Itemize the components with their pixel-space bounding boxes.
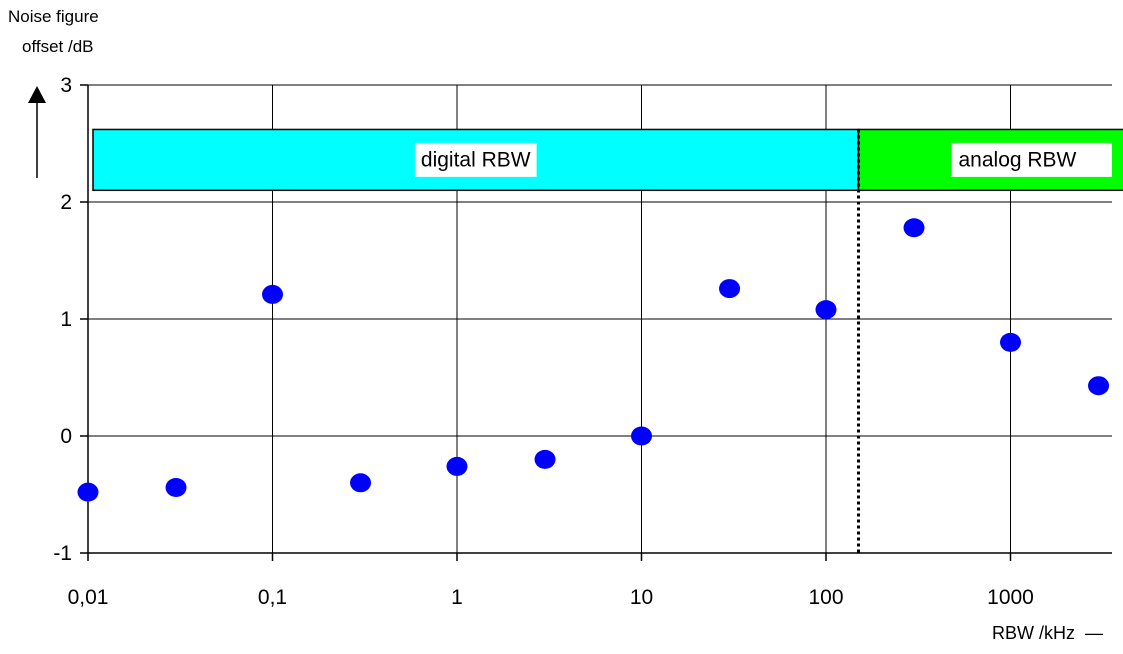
x-tick-label: 1 xyxy=(451,586,463,609)
data-point xyxy=(903,218,925,238)
data-point xyxy=(815,300,837,320)
data-point xyxy=(719,279,741,299)
data-point xyxy=(1000,332,1021,352)
data-point xyxy=(350,473,372,493)
digital-rbw-label: digital RBW xyxy=(421,148,531,171)
x-axis-title-text: RBW /kHz xyxy=(991,623,1075,643)
rbw-bands: digital RBW analog RBW xyxy=(92,128,1123,553)
x-tick-label: 10 xyxy=(630,586,653,609)
y-tick-label: 1 xyxy=(60,308,72,331)
y-tick-label: 3 xyxy=(60,74,72,97)
x-axis-arrow: — xyxy=(1079,623,1103,643)
data-point xyxy=(534,449,556,469)
tick-labels: -1 0 1 2 3 0,01 0,1 1 10 100 1000 xyxy=(53,74,1034,609)
x-tick-label: 1000 xyxy=(987,586,1034,609)
x-tick-label: 100 xyxy=(808,586,843,609)
data-point xyxy=(165,477,187,497)
data-points xyxy=(77,218,1110,502)
x-tick-label: 0,01 xyxy=(68,586,109,609)
digital-rbw-label-box xyxy=(414,142,537,177)
y-axis-arrow-head xyxy=(28,86,46,103)
y-axis-title-line1: Noise figure xyxy=(8,7,99,26)
y-tick-label: 2 xyxy=(60,191,72,214)
analog-rbw-label-box xyxy=(951,142,1112,177)
x-tick-label: 0,1 xyxy=(258,586,287,609)
y-tick-label: -1 xyxy=(53,542,72,565)
analog-rbw-label: analog RBW xyxy=(958,148,1076,171)
y-tick-label: 0 xyxy=(60,425,72,448)
axes xyxy=(28,84,1112,561)
y-axis-title-line2: offset /dB xyxy=(22,37,94,56)
data-point xyxy=(262,284,283,304)
x-axis-title: RBW /kHz — xyxy=(992,623,1103,644)
data-point xyxy=(631,426,652,446)
data-point xyxy=(77,482,99,502)
data-point xyxy=(1088,376,1110,396)
data-point xyxy=(446,456,468,476)
